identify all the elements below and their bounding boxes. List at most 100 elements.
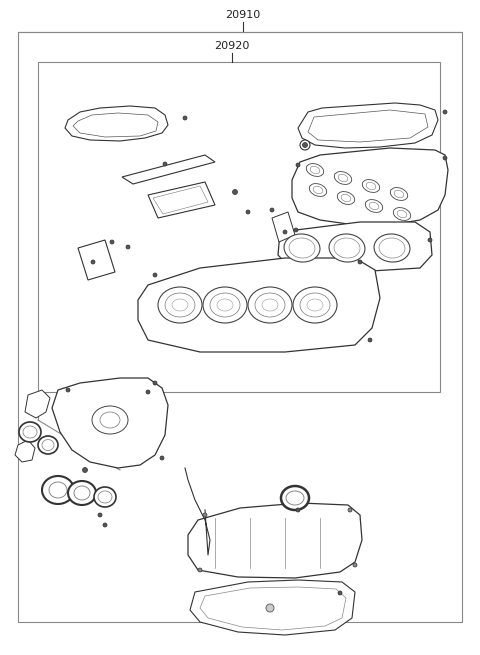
- Ellipse shape: [38, 436, 58, 454]
- Polygon shape: [78, 240, 115, 280]
- Ellipse shape: [98, 491, 112, 503]
- Ellipse shape: [302, 143, 308, 147]
- Ellipse shape: [160, 456, 164, 460]
- Text: 20910: 20910: [226, 10, 261, 20]
- Ellipse shape: [348, 508, 352, 512]
- Ellipse shape: [94, 487, 116, 507]
- Ellipse shape: [443, 110, 447, 114]
- Ellipse shape: [366, 182, 376, 190]
- Ellipse shape: [293, 287, 337, 323]
- Ellipse shape: [203, 287, 247, 323]
- Ellipse shape: [300, 293, 330, 317]
- Ellipse shape: [296, 163, 300, 167]
- Ellipse shape: [284, 234, 320, 262]
- Polygon shape: [25, 390, 50, 418]
- Ellipse shape: [266, 604, 274, 612]
- Ellipse shape: [146, 390, 150, 394]
- Ellipse shape: [203, 513, 207, 517]
- Polygon shape: [65, 106, 168, 141]
- Ellipse shape: [248, 287, 292, 323]
- Ellipse shape: [183, 116, 187, 120]
- Ellipse shape: [153, 273, 157, 277]
- Ellipse shape: [232, 189, 238, 195]
- Ellipse shape: [42, 440, 54, 451]
- Polygon shape: [188, 503, 362, 578]
- Ellipse shape: [362, 179, 380, 193]
- Ellipse shape: [368, 338, 372, 342]
- Ellipse shape: [255, 293, 285, 317]
- Ellipse shape: [369, 202, 379, 210]
- Polygon shape: [148, 182, 215, 218]
- Ellipse shape: [19, 422, 41, 442]
- Ellipse shape: [358, 260, 362, 264]
- Ellipse shape: [390, 187, 408, 200]
- Ellipse shape: [337, 191, 355, 204]
- Ellipse shape: [262, 299, 278, 311]
- Polygon shape: [122, 155, 215, 184]
- Polygon shape: [308, 110, 428, 142]
- Ellipse shape: [334, 238, 360, 258]
- Polygon shape: [190, 580, 355, 635]
- Polygon shape: [200, 587, 346, 630]
- Ellipse shape: [341, 195, 351, 202]
- Ellipse shape: [23, 426, 37, 438]
- Ellipse shape: [365, 200, 383, 212]
- Ellipse shape: [158, 287, 202, 323]
- Ellipse shape: [338, 174, 348, 181]
- Ellipse shape: [110, 240, 114, 244]
- Ellipse shape: [126, 245, 130, 249]
- Ellipse shape: [66, 388, 70, 392]
- Ellipse shape: [313, 186, 323, 194]
- Polygon shape: [138, 258, 380, 352]
- Ellipse shape: [49, 482, 67, 498]
- Ellipse shape: [443, 156, 447, 160]
- Ellipse shape: [379, 238, 405, 258]
- Ellipse shape: [74, 486, 90, 500]
- Ellipse shape: [310, 166, 320, 174]
- Polygon shape: [278, 222, 432, 272]
- Ellipse shape: [309, 183, 327, 196]
- Ellipse shape: [307, 299, 323, 311]
- Ellipse shape: [100, 412, 120, 428]
- Polygon shape: [15, 440, 35, 462]
- Ellipse shape: [428, 238, 432, 242]
- Ellipse shape: [294, 228, 298, 232]
- Ellipse shape: [283, 230, 287, 234]
- Ellipse shape: [153, 381, 157, 385]
- Ellipse shape: [306, 164, 324, 176]
- Ellipse shape: [334, 172, 352, 185]
- Ellipse shape: [198, 568, 202, 572]
- Ellipse shape: [172, 299, 188, 311]
- Bar: [38, 62, 440, 392]
- Ellipse shape: [91, 260, 95, 264]
- Text: 20920: 20920: [214, 41, 250, 51]
- Polygon shape: [298, 103, 438, 148]
- Ellipse shape: [338, 591, 342, 595]
- Ellipse shape: [393, 208, 411, 221]
- Ellipse shape: [374, 234, 410, 262]
- Ellipse shape: [394, 191, 404, 198]
- Ellipse shape: [68, 481, 96, 505]
- Ellipse shape: [329, 234, 365, 262]
- Polygon shape: [153, 186, 208, 214]
- Ellipse shape: [300, 140, 310, 150]
- Ellipse shape: [246, 210, 250, 214]
- Ellipse shape: [289, 238, 315, 258]
- Ellipse shape: [210, 293, 240, 317]
- Polygon shape: [73, 113, 158, 137]
- Ellipse shape: [353, 563, 357, 567]
- Ellipse shape: [165, 293, 195, 317]
- Polygon shape: [272, 212, 295, 242]
- Ellipse shape: [98, 513, 102, 517]
- Ellipse shape: [281, 486, 309, 510]
- Ellipse shape: [42, 476, 74, 504]
- Ellipse shape: [103, 523, 107, 527]
- Ellipse shape: [83, 468, 87, 472]
- Polygon shape: [52, 378, 168, 468]
- Ellipse shape: [270, 208, 274, 212]
- Polygon shape: [292, 148, 448, 225]
- Ellipse shape: [217, 299, 233, 311]
- Ellipse shape: [397, 210, 407, 217]
- Ellipse shape: [92, 406, 128, 434]
- Ellipse shape: [296, 508, 300, 512]
